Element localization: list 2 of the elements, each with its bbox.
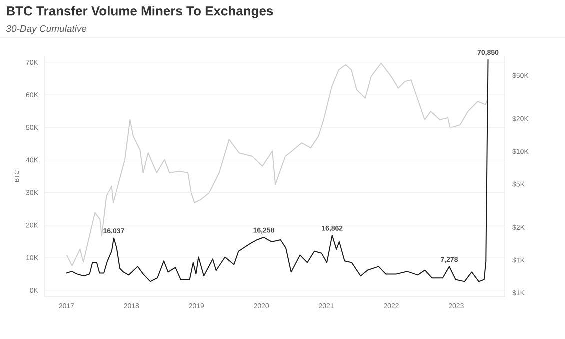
chart-subtitle: 30-Day Cumulative (6, 25, 87, 34)
chart-title: BTC Transfer Volume Miners To Exchanges (7, 6, 274, 18)
